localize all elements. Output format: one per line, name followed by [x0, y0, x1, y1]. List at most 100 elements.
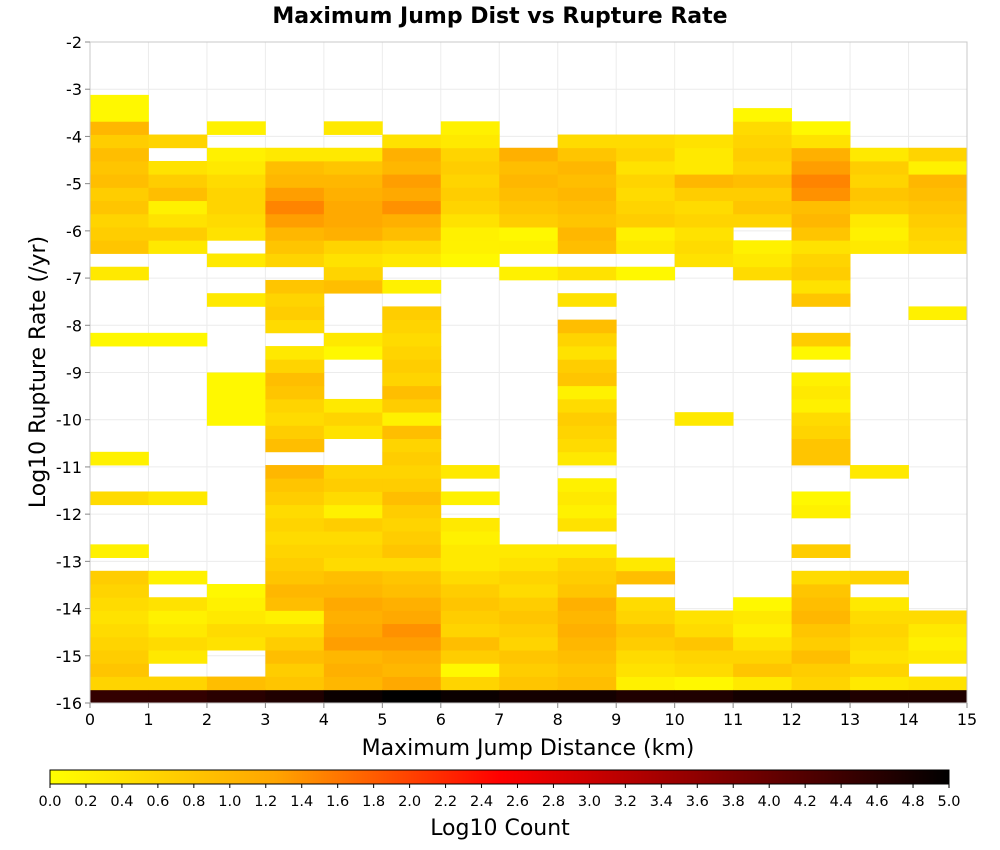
heatmap-cell: [850, 227, 909, 241]
heatmap-cell: [674, 227, 734, 241]
heatmap-cell: [323, 200, 383, 215]
heatmap-cell: [206, 385, 266, 400]
y-axis-ticks: -2 -3 -4 -5 -6 -7 -8 -9 -10 -11 -12 -13 -14 -15 -16: [56, 33, 90, 713]
colorbar-tick-label: 4.8: [902, 794, 925, 810]
x-tick-label: 2: [202, 710, 212, 729]
heatmap-cell: [499, 676, 559, 691]
heatmap-cell: [499, 584, 559, 598]
colorbar-tick-label: 4.6: [866, 794, 889, 810]
heatmap-cell: [265, 676, 325, 691]
heatmap-cell: [499, 147, 559, 162]
heatmap-cell: [90, 610, 149, 625]
heatmap-cell: [908, 676, 968, 691]
heatmap-cell: [265, 346, 325, 360]
heatmap-cell: [791, 398, 851, 413]
heatmap-cell: [90, 584, 149, 598]
heatmap-cell: [440, 200, 500, 215]
heatmap-cell: [733, 108, 792, 122]
heatmap-cell: [557, 266, 617, 281]
heatmap-cell: [733, 213, 792, 228]
heatmap-cell: [382, 478, 442, 492]
heatmap-cell: [908, 650, 968, 664]
heatmap-cell: [323, 160, 383, 175]
heatmap-cell: [382, 544, 442, 558]
heatmap-cell: [733, 174, 792, 188]
heatmap-cell: [382, 174, 442, 188]
heatmap-cell: [499, 227, 559, 241]
heatmap-cell: [791, 332, 851, 347]
heatmap-cell: [791, 425, 851, 439]
colorbar-tick-label: 3.6: [686, 794, 709, 810]
colorbar-tick-label: 2.2: [434, 794, 457, 810]
heatmap-cell: [382, 517, 442, 532]
heatmap-cell: [265, 187, 325, 202]
heatmap-cell: [674, 253, 734, 268]
heatmap-cell: [674, 636, 734, 651]
heatmap-cell: [557, 147, 617, 162]
heatmap-cell: [265, 491, 325, 506]
heatmap-cell: [557, 174, 617, 188]
heatmap-cell: [90, 332, 149, 347]
heatmap-cell: [382, 531, 442, 545]
heatmap-cell: [850, 636, 909, 651]
chart-title: Maximum Jump Dist vs Rupture Rate: [272, 4, 727, 29]
y-tick-label: -5: [66, 175, 82, 194]
heatmap-cell: [850, 570, 909, 585]
y-tick-label: -11: [56, 458, 82, 477]
heatmap-cell: [791, 134, 851, 149]
heatmap-cell: [791, 597, 851, 611]
heatmap-cell: [265, 636, 325, 651]
heatmap-cell: [908, 227, 968, 241]
heatmap-cell: [323, 121, 383, 135]
heatmap-cell: [382, 398, 442, 413]
heatmap-cell: [440, 465, 500, 479]
heatmap-cell: [499, 266, 559, 281]
heatmap-cell: [499, 544, 559, 558]
colorbar-tick-label: 2.4: [470, 794, 493, 810]
colorbar-tick-label: 2.6: [506, 794, 529, 810]
heatmap-cell: [265, 279, 325, 294]
heatmap-cell: [382, 557, 442, 572]
heatmap-cell: [382, 253, 442, 268]
heatmap-cell: [148, 227, 208, 241]
heatmap-cell: [850, 465, 909, 479]
heatmap-cell: [382, 676, 442, 691]
heatmap-cell: [908, 213, 968, 228]
x-tick-label: 0: [85, 710, 95, 729]
heatmap-cell: [265, 200, 325, 215]
heatmap-cell: [265, 465, 325, 479]
heatmap-cell: [382, 491, 442, 506]
heatmap-cell: [557, 584, 617, 598]
heatmap-cell: [791, 689, 851, 704]
heatmap-cell: [850, 650, 909, 664]
heatmap-cell: [148, 240, 208, 254]
heatmap-cell: [265, 663, 325, 677]
heatmap-cell: [206, 253, 266, 268]
heatmap-cell: [791, 372, 851, 387]
heatmap-cell: [90, 121, 149, 135]
heatmap-cell: [850, 597, 909, 611]
heatmap-cell: [90, 597, 149, 611]
heatmap-cell: [499, 636, 559, 651]
heatmap-cell: [440, 557, 500, 572]
heatmap-cell: [148, 200, 208, 215]
heatmap-cell: [382, 372, 442, 387]
heatmap-cell: [382, 438, 442, 453]
heatmap-cell: [733, 134, 792, 149]
heatmap-cell: [148, 636, 208, 651]
heatmap-cell: [733, 160, 792, 175]
heatmap-cell: [440, 160, 500, 175]
heatmap-cell: [557, 544, 617, 558]
x-tick-label: 5: [377, 710, 387, 729]
heatmap-cell: [616, 650, 676, 664]
heatmap-cell: [206, 610, 266, 625]
heatmap-cell: [265, 689, 325, 704]
x-tick-label: 1: [143, 710, 153, 729]
heatmap-cell: [616, 240, 676, 254]
heatmap-cell: [791, 293, 851, 307]
heatmap-cell: [90, 544, 149, 558]
heatmap-cell: [616, 557, 676, 572]
heatmap-cell: [90, 160, 149, 175]
heatmap-cell: [440, 253, 500, 268]
y-tick-label: -12: [56, 505, 82, 524]
